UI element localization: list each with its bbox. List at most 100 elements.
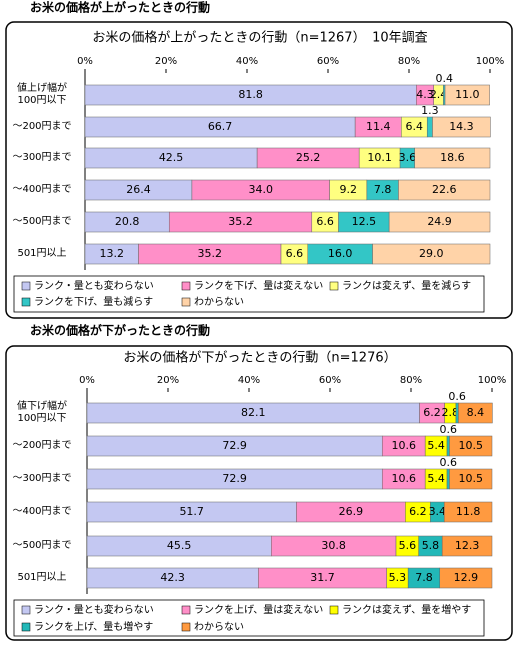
y-tick-label: ～300円まで [12,473,72,484]
data-label: 0.6 [440,423,458,436]
data-label: 22.6 [432,183,457,196]
bar-segment [426,116,433,138]
legend-swatch [181,297,191,307]
data-label: 2.4 [430,88,448,101]
y-tick-label: 値下げ幅が 100円以下 [17,401,67,424]
y-tick-label: 値上げ幅が 100円以下 [17,83,67,106]
data-label: 6.2 [423,406,441,419]
data-label: 51.7 [179,505,204,518]
legend-label: ランクを下げ、量も減らす [34,295,153,308]
x-tick-label: 20% [155,56,177,67]
data-label: 18.6 [440,151,465,164]
data-label: 8.4 [467,406,485,419]
bar-segment [458,402,493,424]
legend-label: ランク・量とも変わらない [34,603,154,616]
y-tick-label: 501円以上 [17,572,67,583]
data-label: 3.6 [399,151,417,164]
data-label: 6.2 [409,505,427,518]
data-label: 10.5 [458,439,483,452]
legend-label: ランクを下げ、量は変えない [194,279,323,292]
x-tick-label: 0% [77,56,93,67]
bar-segment [446,468,450,490]
data-label: 11.4 [366,120,391,133]
x-tick-label: 20% [157,375,179,386]
data-label: 26.9 [339,505,364,518]
data-label: 31.7 [310,571,335,584]
bar-segment [388,211,491,233]
data-label: 0.4 [435,72,453,85]
data-label: 3.4 [429,505,447,518]
data-label: 42.3 [160,571,185,584]
data-label: 12.3 [455,539,480,552]
chart-heading: お米の価格が下がったときの行動 [30,323,210,338]
chart-title: お米の価格が上がったときの行動（n=1267） 10年調査 [92,30,427,46]
y-tick-label: ～200円まで [12,440,72,451]
chart-frame [5,21,513,319]
y-tick-label: ～400円まで [12,506,72,517]
data-label: 16.0 [328,247,353,260]
bar-segment [414,147,491,169]
data-label: 25.2 [296,151,321,164]
y-tick-label: 501円以上 [17,248,67,259]
data-label: 5.6 [399,539,417,552]
x-tick-label: 0% [79,375,95,386]
bar-segment [398,179,491,201]
x-tick-label: 40% [238,375,260,386]
data-label: 42.5 [159,151,184,164]
data-label: 10.6 [391,439,416,452]
legend-swatch [181,622,191,632]
y-tick-label: ～300円まで [12,152,72,163]
data-label: 9.2 [340,183,358,196]
legend-swatch [21,622,31,632]
bar-segment [449,435,493,457]
legend-frame [13,275,485,313]
bar-segment [372,243,491,265]
legend-swatch [21,281,31,291]
data-label: 30.8 [321,539,346,552]
data-label: 6.6 [286,247,304,260]
legend-swatch [181,281,191,291]
legend-swatch [21,297,31,307]
bar-segment [444,84,490,106]
data-label: 7.8 [415,571,433,584]
y-tick-label: ～200円まで [12,121,72,132]
x-tick-label: 100% [476,56,505,67]
legend-label: わからない [194,621,244,633]
legend-label: ランクは変えず、量を減らす [342,279,471,292]
data-label: 6.6 [316,215,334,228]
x-tick-label: 60% [317,56,339,67]
y-tick-label: ～400円まで [12,184,72,195]
x-tick-label: 80% [400,375,422,386]
data-label: 26.4 [126,183,151,196]
data-label: 12.5 [352,215,377,228]
data-label: 66.7 [208,120,233,133]
legend-swatch [181,605,191,615]
data-label: 5.3 [389,571,407,584]
bar-segment [443,501,493,523]
data-label: 45.5 [167,539,192,552]
legend-swatch [329,281,339,291]
data-label: 0.6 [448,390,466,403]
bar-segment [432,116,491,138]
y-tick-label: ～500円まで [12,540,72,551]
data-label: 12.9 [454,571,479,584]
data-label: 13.2 [99,247,124,260]
data-label: 7.8 [374,183,392,196]
data-label: 72.9 [222,439,247,452]
data-label: 29.0 [419,247,444,260]
data-label: 20.8 [115,215,140,228]
data-label: 14.3 [449,120,474,133]
data-label: 24.9 [427,215,452,228]
data-label: 10.6 [391,472,416,485]
bar-segment [455,402,459,424]
chart-heading: お米の価格が上がったときの行動 [30,0,210,15]
legend-label: ランク・量とも変わらない [34,279,154,292]
bar-segment [449,468,493,490]
data-label: 10.5 [458,472,483,485]
legend-label: ランクを上げ、量は変えない [194,603,323,616]
y-tick-label: ～500円まで [12,216,72,227]
data-label: 34.0 [249,183,274,196]
data-label: 11.0 [455,88,480,101]
data-label: 5.4 [427,439,445,452]
